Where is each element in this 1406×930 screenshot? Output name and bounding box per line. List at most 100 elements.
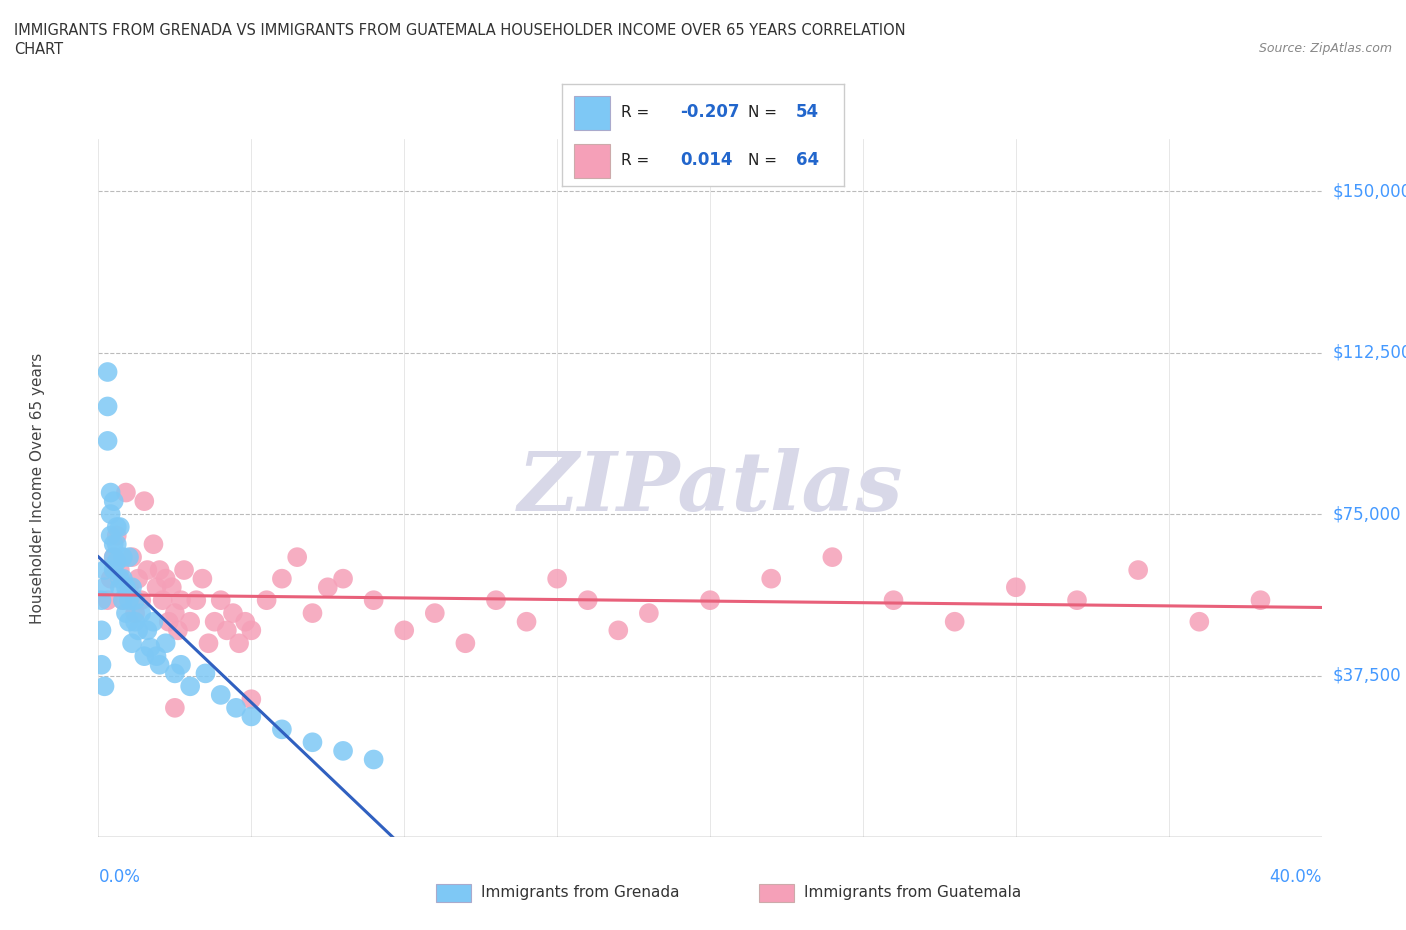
Point	[155, 571, 177, 586]
Point	[100, 485, 122, 500]
Point	[228, 636, 250, 651]
Text: N =: N =	[748, 153, 778, 168]
Point	[115, 485, 138, 500]
Point	[759, 571, 782, 586]
Point	[332, 743, 354, 758]
Point	[637, 605, 661, 620]
Text: $112,500: $112,500	[1333, 343, 1406, 362]
Point	[485, 592, 508, 607]
Point	[90, 592, 112, 607]
Point	[240, 709, 263, 724]
Point	[103, 550, 125, 565]
Point	[332, 571, 354, 586]
Point	[883, 592, 905, 607]
Text: Immigrants from Grenada: Immigrants from Grenada	[481, 885, 679, 900]
Point	[1128, 563, 1150, 578]
Text: IMMIGRANTS FROM GRENADA VS IMMIGRANTS FROM GUATEMALA HOUSEHOLDER INCOME OVER 65 : IMMIGRANTS FROM GRENADA VS IMMIGRANTS FR…	[14, 23, 905, 38]
Point	[285, 550, 308, 565]
Point	[163, 666, 186, 681]
Point	[90, 658, 112, 672]
Point	[194, 666, 217, 681]
Text: 64: 64	[796, 152, 818, 169]
Point	[160, 579, 183, 594]
Point	[103, 563, 125, 578]
Point	[316, 579, 339, 594]
Text: $75,000: $75,000	[1333, 505, 1402, 523]
Point	[301, 605, 323, 620]
Point	[167, 623, 190, 638]
Point	[163, 605, 186, 620]
Point	[270, 571, 292, 586]
Point	[454, 636, 477, 651]
Point	[100, 528, 122, 543]
Point	[607, 623, 630, 638]
Point	[93, 563, 115, 578]
Point	[93, 679, 115, 694]
Point	[118, 615, 141, 630]
Point	[111, 571, 134, 586]
Point	[124, 605, 146, 620]
Point	[225, 700, 247, 715]
Point	[142, 615, 165, 630]
FancyBboxPatch shape	[574, 144, 610, 178]
Point	[699, 592, 721, 607]
Text: R =: R =	[621, 153, 650, 168]
Point	[100, 507, 122, 522]
Point	[240, 623, 263, 638]
Point	[301, 735, 323, 750]
Point	[233, 615, 256, 630]
Point	[204, 615, 226, 630]
Text: Immigrants from Guatemala: Immigrants from Guatemala	[804, 885, 1022, 900]
Text: 40.0%: 40.0%	[1270, 868, 1322, 885]
Point	[105, 554, 128, 569]
Point	[100, 571, 122, 586]
Point	[222, 605, 245, 620]
Text: ZIPatlas: ZIPatlas	[517, 448, 903, 528]
Point	[423, 605, 446, 620]
Point	[121, 579, 143, 594]
Point	[1004, 579, 1026, 594]
Point	[127, 623, 149, 638]
Text: Householder Income Over 65 years: Householder Income Over 65 years	[30, 352, 45, 624]
Point	[97, 365, 120, 379]
Point	[108, 520, 131, 535]
Point	[136, 563, 159, 578]
Point	[108, 571, 131, 586]
Point	[173, 563, 195, 578]
Point	[139, 640, 162, 655]
Point	[215, 623, 238, 638]
Point	[121, 550, 143, 565]
Point	[209, 592, 232, 607]
Point	[191, 571, 214, 586]
Point	[108, 579, 131, 594]
Text: R =: R =	[621, 105, 650, 120]
Point	[90, 623, 112, 638]
FancyBboxPatch shape	[574, 96, 610, 130]
Point	[136, 623, 159, 638]
Text: $150,000: $150,000	[1333, 182, 1406, 200]
Text: 54: 54	[796, 103, 818, 121]
Point	[1066, 592, 1088, 607]
Point	[134, 494, 156, 509]
Point	[155, 636, 177, 651]
Point	[134, 649, 156, 664]
Text: $37,500: $37,500	[1333, 667, 1402, 684]
Point	[363, 752, 385, 767]
Point	[179, 679, 201, 694]
Point	[240, 692, 263, 707]
Text: Source: ZipAtlas.com: Source: ZipAtlas.com	[1258, 42, 1392, 55]
Text: -0.207: -0.207	[681, 103, 740, 121]
Point	[170, 658, 193, 672]
Point	[105, 537, 128, 551]
Point	[103, 550, 125, 565]
Point	[270, 722, 292, 737]
Point	[152, 592, 174, 607]
Point	[943, 615, 966, 630]
Point	[576, 592, 599, 607]
Point	[157, 615, 180, 630]
Point	[97, 399, 120, 414]
Point	[821, 550, 844, 565]
Point	[115, 605, 138, 620]
Point	[197, 636, 219, 651]
Point	[145, 649, 167, 664]
